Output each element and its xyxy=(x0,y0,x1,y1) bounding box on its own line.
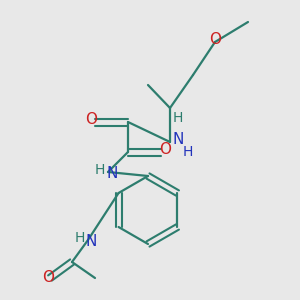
Text: H: H xyxy=(75,231,85,245)
Text: O: O xyxy=(159,142,171,158)
Text: H: H xyxy=(183,145,193,159)
Text: H: H xyxy=(95,163,105,177)
Text: N: N xyxy=(85,235,97,250)
Text: H: H xyxy=(173,111,183,125)
Text: N: N xyxy=(172,133,184,148)
Text: O: O xyxy=(42,271,54,286)
Text: N: N xyxy=(106,167,118,182)
Text: O: O xyxy=(85,112,97,128)
Text: O: O xyxy=(209,32,221,47)
